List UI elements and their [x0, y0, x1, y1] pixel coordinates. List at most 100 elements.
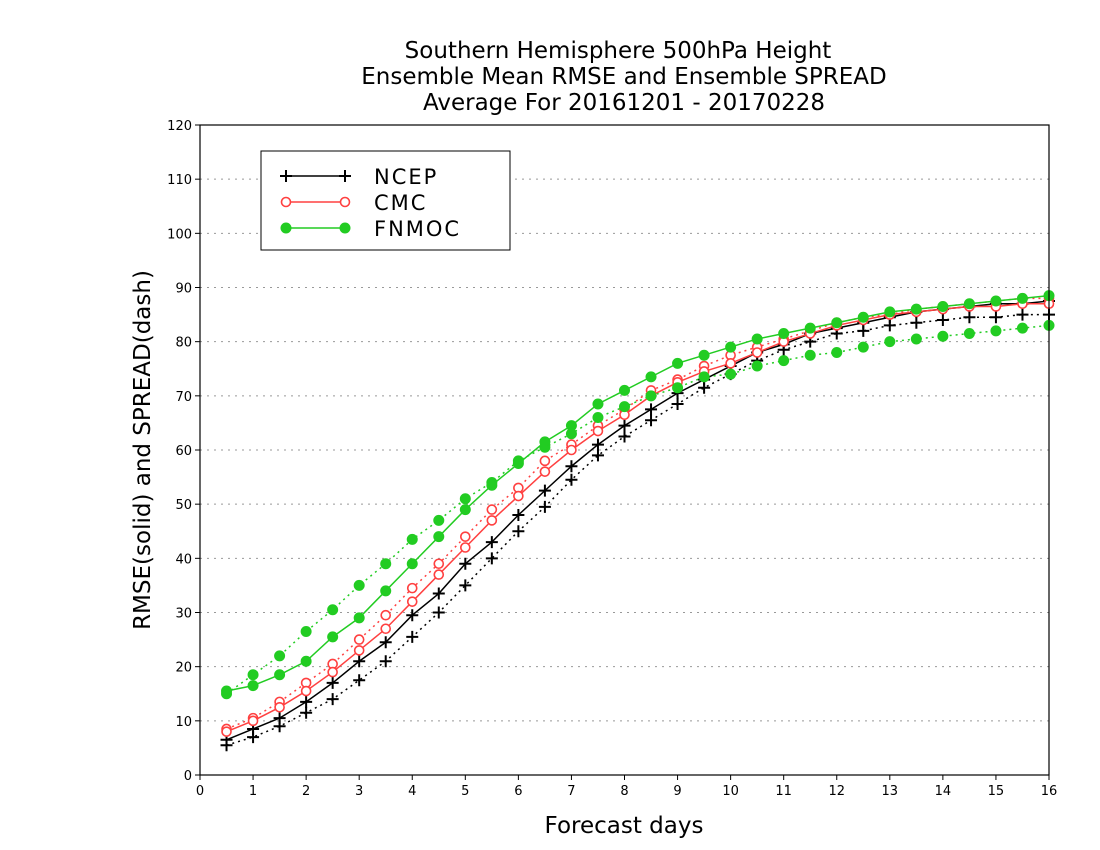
x-tick-label: 15	[988, 784, 1005, 799]
x-tick-label: 4	[408, 784, 416, 799]
ncep-spread-point	[618, 430, 631, 443]
fnmoc-rmse-point	[619, 384, 630, 396]
cmc-spread-point	[380, 609, 392, 621]
ncep-spread-point	[353, 674, 366, 687]
fnmoc-rmse-point	[804, 322, 816, 334]
ncep-rmse-point	[618, 419, 631, 432]
ncep-spread-point	[963, 311, 976, 324]
legend-label-cmc: CMC	[374, 191, 427, 215]
fnmoc-rmse-point	[831, 317, 843, 329]
fnmoc-rmse-point	[751, 333, 763, 345]
fnmoc-spread-point	[751, 360, 763, 372]
series-cmc	[221, 293, 1055, 737]
y-tick-label: 80	[175, 336, 192, 351]
title-line-3: Average For 20161201 - 20170228	[423, 90, 825, 116]
fnmoc-rmse-point	[672, 357, 684, 369]
x-tick-label: 13	[882, 784, 899, 799]
fnmoc-spread-line	[226, 324, 1050, 695]
fnmoc-spread-point	[645, 390, 657, 402]
legend-marker	[280, 222, 292, 234]
cmc-rmse-point	[725, 358, 736, 369]
fnmoc-spread-point	[884, 336, 896, 348]
ncep-rmse-point	[485, 536, 498, 549]
fnmoc-rmse-point	[486, 479, 498, 491]
x-tick-label: 2	[302, 784, 310, 799]
ncep-spread-point	[485, 552, 498, 565]
fnmoc-rmse-point	[592, 398, 604, 410]
fnmoc-spread-point	[725, 368, 737, 380]
y-tick-label: 60	[175, 444, 192, 459]
cmc-rmse-point	[247, 715, 259, 727]
x-tick-label: 7	[567, 784, 575, 799]
fnmoc-rmse-point	[963, 298, 975, 310]
ncep-rmse-point	[300, 695, 313, 708]
fnmoc-rmse-point	[937, 300, 949, 312]
fnmoc-spread-point	[327, 604, 339, 616]
y-tick-label: 100	[167, 227, 192, 242]
fnmoc-rmse-point	[884, 306, 896, 318]
fnmoc-spread-point	[353, 579, 365, 591]
title-line-2: Ensemble Mean RMSE and Ensemble SPREAD	[361, 64, 886, 90]
fnmoc-rmse-point	[274, 669, 286, 681]
cmc-rmse-point	[327, 666, 338, 678]
series-ncep	[220, 295, 1055, 752]
x-tick-label: 6	[514, 784, 522, 799]
fnmoc-rmse-point	[459, 504, 471, 516]
fnmoc-spread-point	[672, 382, 684, 394]
cmc-spread-line	[226, 297, 1049, 730]
ncep-spread-point	[459, 579, 472, 592]
fnmoc-rmse-point	[698, 349, 710, 361]
y-tick-label: 110	[167, 173, 192, 188]
fnmoc-rmse-point	[857, 311, 869, 323]
cmc-rmse-point	[592, 425, 604, 437]
fnmoc-spread-point	[300, 625, 312, 637]
ncep-spread-point	[591, 449, 604, 462]
ncep-spread-line	[226, 313, 1049, 746]
fnmoc-spread-point	[1016, 322, 1028, 334]
fnmoc-rmse-point	[300, 655, 312, 667]
cmc-spread-point	[433, 558, 445, 570]
x-axis-label: Forecast days	[545, 813, 704, 839]
ncep-spread-point	[1016, 308, 1029, 321]
fnmoc-spread-point	[804, 349, 816, 361]
x-tick-label: 9	[673, 784, 681, 799]
cmc-spread-point	[539, 455, 551, 467]
legend-marker	[339, 170, 351, 182]
x-tick-label: 16	[1041, 784, 1058, 799]
cmc-rmse-point	[751, 347, 763, 358]
fnmoc-spread-point	[459, 493, 471, 505]
fnmoc-rmse-point	[778, 328, 790, 340]
fnmoc-rmse-point	[910, 303, 922, 315]
x-tick-label: 12	[828, 784, 845, 799]
fnmoc-rmse-point	[327, 631, 339, 643]
x-tick-label: 5	[461, 784, 469, 799]
fnmoc-spread-point	[910, 333, 922, 345]
cmc-spread-point	[406, 582, 418, 594]
legend-marker	[280, 170, 292, 182]
fnmoc-rmse-point	[247, 680, 259, 692]
ncep-spread-point	[538, 500, 551, 513]
fnmoc-rmse-point	[380, 585, 392, 597]
fnmoc-spread-point	[937, 330, 949, 342]
cmc-rmse-line	[226, 303, 1049, 733]
ncep-rmse-point	[379, 636, 392, 649]
cmc-spread-point	[460, 531, 471, 542]
ncep-spread-point	[406, 630, 419, 643]
series-layer	[220, 290, 1055, 752]
title-line-1: Southern Hemisphere 500hPa Height	[405, 38, 832, 64]
x-tick-label: 14	[935, 784, 952, 799]
y-tick-label: 10	[175, 715, 192, 730]
fnmoc-spread-point	[698, 371, 710, 383]
ncep-spread-point	[326, 693, 339, 706]
ncep-rmse-point	[645, 403, 658, 416]
y-tick-label: 30	[175, 607, 192, 622]
fnmoc-spread-point	[857, 341, 869, 353]
ncep-rmse-point	[538, 484, 551, 497]
ncep-spread-point	[379, 655, 392, 668]
ncep-spread-point	[645, 414, 658, 427]
fnmoc-spread-point	[380, 558, 392, 570]
fnmoc-rmse-point	[565, 420, 577, 432]
legend-label-fnmoc: FNMOC	[374, 217, 461, 241]
fnmoc-rmse-line	[226, 294, 1050, 692]
y-axis: 0 10 20 30 40 50 60 70 80 90 100 110 120	[167, 119, 200, 784]
